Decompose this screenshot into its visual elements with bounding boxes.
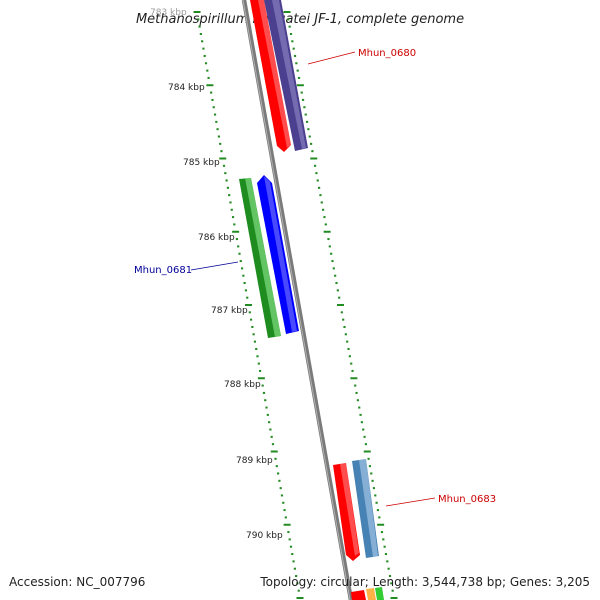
cds-feature-green[interactable] xyxy=(239,178,281,338)
tick-label-787: 787 kbp xyxy=(211,306,248,316)
tick-label-786: 786 kbp xyxy=(198,233,235,243)
genome-title: Methanospirillum hungatei JF-1, complete… xyxy=(136,12,464,27)
left-tick-track xyxy=(193,11,304,599)
tick-label-785: 785 kbp xyxy=(183,158,220,168)
svg-text:Mhun_0680: Mhun_0680 xyxy=(358,48,416,59)
cds-feature-blue[interactable] xyxy=(257,175,299,334)
gene-label-mhun-0680[interactable]: Mhun_0680 xyxy=(307,48,416,65)
cds-feature-red-bottom[interactable] xyxy=(333,463,360,561)
tick-label-790: 790 kbp xyxy=(246,531,283,541)
genome-summary-text: Topology: circular; Length: 3,544,738 bp… xyxy=(259,575,590,589)
svg-text:Mhun_0681: Mhun_0681 xyxy=(134,265,192,276)
tick-labels: 783 kbp 784 kbp 785 kbp 786 kbp 787 kbp … xyxy=(150,8,283,541)
gene-label-mhun-0681[interactable]: Mhun_0681 xyxy=(134,261,239,276)
accession-text: Accession: NC_007796 xyxy=(9,575,145,589)
svg-text:783 kbp: 783 kbp xyxy=(150,8,187,18)
cds-feature-purple[interactable] xyxy=(264,0,308,151)
svg-text:Mhun_0683: Mhun_0683 xyxy=(438,494,496,505)
right-tick-track xyxy=(283,11,398,599)
cds-feature-bottom-edge[interactable] xyxy=(351,587,384,600)
genome-backbone xyxy=(241,0,354,600)
gene-label-mhun-0683[interactable]: Mhun_0683 xyxy=(385,494,496,507)
tick-label-789: 789 kbp xyxy=(236,456,273,466)
tick-label-784: 784 kbp xyxy=(168,83,205,93)
cds-feature-red-top[interactable] xyxy=(250,0,291,152)
cds-feature-steelblue[interactable] xyxy=(352,459,379,558)
tick-label-788: 788 kbp xyxy=(224,380,261,390)
